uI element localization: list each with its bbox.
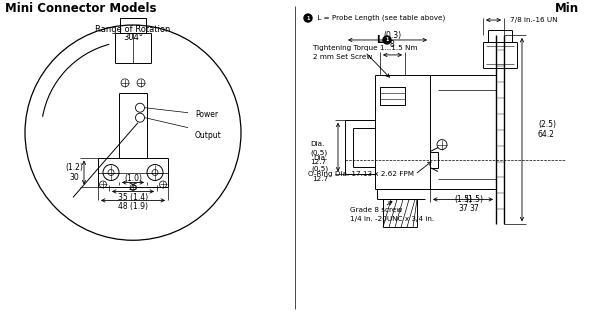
Text: (1.5): (1.5) — [454, 195, 472, 204]
Text: 304°: 304° — [123, 34, 143, 42]
Text: (0.5): (0.5) — [310, 149, 327, 156]
Text: 2 mm Set Screw: 2 mm Set Screw — [313, 54, 372, 60]
Text: Mini Connector Models: Mini Connector Models — [5, 2, 156, 14]
Text: O-Ring Dia. 17.13 x 2.62 FPM: O-Ring Dia. 17.13 x 2.62 FPM — [308, 171, 414, 177]
Circle shape — [304, 14, 312, 22]
Text: (1.5): (1.5) — [465, 195, 483, 204]
Text: 48 (1.9): 48 (1.9) — [118, 202, 148, 211]
Text: 12.7: 12.7 — [310, 159, 326, 165]
Text: (0.3): (0.3) — [383, 31, 401, 41]
Text: Dia.: Dia. — [310, 141, 324, 147]
Text: Tightening Torque 1...1.5 Nm: Tightening Torque 1...1.5 Nm — [313, 45, 418, 51]
Text: 37: 37 — [469, 204, 479, 213]
Text: Range of Rotation: Range of Rotation — [95, 24, 171, 34]
Text: 25: 25 — [128, 183, 138, 192]
Text: 1: 1 — [306, 16, 310, 20]
Bar — [380, 87, 405, 105]
Text: Dia.: Dia. — [314, 154, 328, 160]
Text: Grade 8 screw: Grade 8 screw — [350, 207, 403, 214]
Text: L: L — [376, 35, 382, 45]
Text: (1.0): (1.0) — [124, 174, 142, 183]
Text: 12.7: 12.7 — [312, 176, 328, 182]
Text: 7/8 in.-16 UN: 7/8 in.-16 UN — [510, 17, 558, 23]
Text: 1/4 in. -20UNC x 3/4 in.: 1/4 in. -20UNC x 3/4 in. — [350, 216, 434, 222]
Text: Output: Output — [195, 131, 222, 140]
Text: Power: Power — [195, 110, 218, 119]
Text: 30: 30 — [69, 173, 79, 182]
Text: (1.2): (1.2) — [65, 163, 83, 172]
Text: L = Probe Length (see table above): L = Probe Length (see table above) — [315, 15, 445, 21]
Circle shape — [383, 36, 391, 44]
Text: 37: 37 — [458, 204, 468, 213]
Text: 35 (1.4): 35 (1.4) — [118, 193, 148, 202]
Text: (0.5): (0.5) — [311, 165, 328, 172]
Text: (2.5): (2.5) — [538, 120, 556, 129]
Text: 1: 1 — [385, 37, 389, 42]
Text: Min: Min — [555, 2, 579, 14]
Text: 8: 8 — [389, 41, 394, 49]
Text: 64.2: 64.2 — [538, 130, 555, 139]
